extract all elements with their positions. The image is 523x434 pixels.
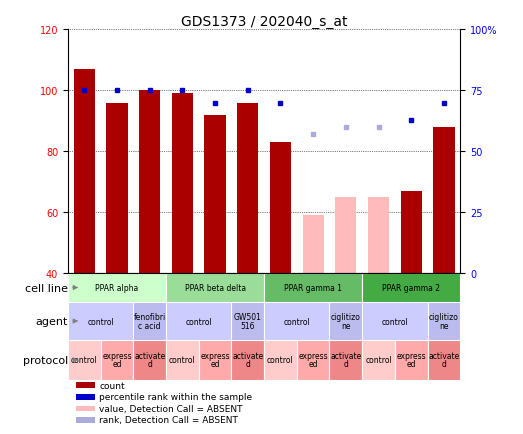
Bar — [166, 302, 231, 340]
Bar — [362, 302, 428, 340]
Text: activate
d: activate d — [232, 352, 264, 368]
Text: ciglitizo
ne: ciglitizo ne — [429, 312, 459, 330]
Text: express
ed: express ed — [396, 352, 426, 368]
Bar — [297, 340, 329, 380]
Text: activate
d: activate d — [330, 352, 361, 368]
Bar — [231, 302, 264, 340]
Text: PPAR gamma 2: PPAR gamma 2 — [382, 283, 440, 293]
Bar — [264, 302, 329, 340]
Bar — [166, 273, 264, 302]
Bar — [139, 91, 161, 273]
Text: ciglitizo
ne: ciglitizo ne — [331, 312, 361, 330]
Bar — [199, 340, 231, 380]
Text: control: control — [381, 317, 408, 326]
Bar — [362, 273, 460, 302]
Bar — [395, 340, 428, 380]
Text: cell line: cell line — [25, 283, 68, 293]
Text: activate
d: activate d — [428, 352, 460, 368]
Text: control: control — [365, 355, 392, 365]
Bar — [172, 94, 193, 273]
Bar — [433, 128, 454, 273]
Text: control: control — [87, 317, 114, 326]
Text: value, Detection Call = ABSENT: value, Detection Call = ABSENT — [99, 404, 243, 413]
Bar — [264, 273, 362, 302]
Bar — [76, 382, 95, 388]
Text: percentile rank within the sample: percentile rank within the sample — [99, 393, 253, 401]
Bar — [270, 143, 291, 273]
Text: control: control — [169, 355, 196, 365]
Bar — [329, 302, 362, 340]
Bar — [204, 115, 226, 273]
Bar — [133, 302, 166, 340]
Bar — [166, 340, 199, 380]
Bar — [106, 103, 128, 273]
Text: fenofibri
c acid: fenofibri c acid — [133, 312, 166, 330]
Bar — [76, 417, 95, 423]
Text: activate
d: activate d — [134, 352, 165, 368]
Text: control: control — [267, 355, 294, 365]
Text: PPAR alpha: PPAR alpha — [95, 283, 139, 293]
Bar — [335, 197, 357, 273]
Bar — [368, 197, 389, 273]
Text: count: count — [99, 381, 125, 390]
Bar — [401, 191, 422, 273]
Text: express
ed: express ed — [200, 352, 230, 368]
Bar — [68, 340, 100, 380]
Bar — [100, 340, 133, 380]
Bar — [237, 103, 258, 273]
Bar — [68, 273, 166, 302]
Title: GDS1373 / 202040_s_at: GDS1373 / 202040_s_at — [181, 15, 347, 30]
Bar — [362, 340, 395, 380]
Bar — [231, 340, 264, 380]
Text: control: control — [185, 317, 212, 326]
Bar — [428, 340, 460, 380]
Text: rank, Detection Call = ABSENT: rank, Detection Call = ABSENT — [99, 415, 238, 424]
Bar — [74, 70, 95, 273]
Text: express
ed: express ed — [298, 352, 328, 368]
Text: PPAR beta delta: PPAR beta delta — [185, 283, 246, 293]
Bar — [76, 406, 95, 411]
Text: PPAR gamma 1: PPAR gamma 1 — [284, 283, 342, 293]
Bar — [302, 216, 324, 273]
Bar — [329, 340, 362, 380]
Bar — [264, 340, 297, 380]
Text: GW501
516: GW501 516 — [234, 312, 262, 330]
Text: protocol: protocol — [22, 355, 68, 365]
Text: agent: agent — [36, 316, 68, 326]
Text: control: control — [283, 317, 310, 326]
Text: express
ed: express ed — [102, 352, 132, 368]
Text: control: control — [71, 355, 98, 365]
Bar — [133, 340, 166, 380]
Bar — [68, 302, 133, 340]
Bar — [76, 395, 95, 400]
Bar — [428, 302, 460, 340]
